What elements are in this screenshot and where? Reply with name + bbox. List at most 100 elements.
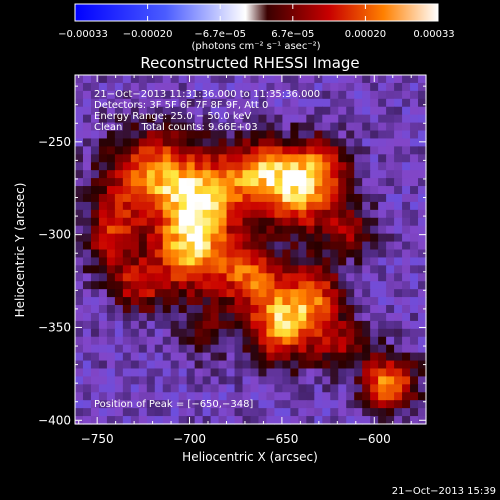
heatmap-pixel xyxy=(138,400,148,409)
heatmap-pixel xyxy=(282,281,291,290)
heatmap-pixel xyxy=(75,225,84,235)
heatmap-pixel xyxy=(130,201,140,211)
heatmap-pixel xyxy=(178,416,188,425)
heatmap-pixel xyxy=(226,289,236,298)
heatmap-pixel xyxy=(402,305,411,314)
heatmap-pixel xyxy=(210,265,220,274)
heatmap-pixel xyxy=(162,297,172,306)
heatmap-pixel xyxy=(114,130,124,140)
heatmap-pixel xyxy=(146,265,156,274)
heatmap-pixel xyxy=(402,328,411,338)
heatmap-pixel xyxy=(146,146,156,155)
heatmap-pixel xyxy=(314,193,323,203)
heatmap-pixel xyxy=(394,336,403,346)
heatmap-pixel xyxy=(90,392,100,401)
heatmap-pixel xyxy=(138,281,148,290)
heatmap-pixel xyxy=(82,320,92,330)
heatmap-pixel xyxy=(154,170,164,179)
heatmap-pixel xyxy=(386,392,395,401)
heatmap-pixel xyxy=(362,273,371,282)
heatmap-pixel xyxy=(250,178,260,187)
heatmap-pixel xyxy=(178,98,188,108)
heatmap-pixel xyxy=(194,376,204,385)
heatmap-pixel xyxy=(146,344,156,354)
heatmap-pixel xyxy=(242,344,252,354)
heatmap-pixel xyxy=(402,98,411,108)
heatmap-pixel xyxy=(274,408,284,417)
heatmap-pixel xyxy=(114,360,124,370)
heatmap-pixel xyxy=(146,82,156,92)
colorbar-units: (photons cm⁻² s⁻¹ asec⁻²) xyxy=(191,41,320,52)
heatmap-pixel xyxy=(122,178,132,187)
heatmap-pixel xyxy=(410,257,419,266)
heatmap-pixel xyxy=(378,146,387,155)
heatmap-pixel xyxy=(122,265,132,274)
heatmap-pixel xyxy=(298,336,307,346)
heatmap-pixel xyxy=(162,201,172,211)
heatmap-pixel xyxy=(170,75,180,84)
heatmap-pixel xyxy=(194,217,204,227)
heatmap-pixel xyxy=(218,320,228,330)
heatmap-pixel xyxy=(106,106,116,116)
heatmap-pixel xyxy=(282,193,291,203)
heatmap-pixel xyxy=(186,416,196,425)
heatmap-pixel xyxy=(154,114,164,124)
heatmap-pixel xyxy=(418,249,427,259)
heatmap-pixel xyxy=(194,305,204,314)
heatmap-pixel xyxy=(90,82,100,92)
heatmap-pixel xyxy=(314,305,323,314)
heatmap-pixel xyxy=(178,233,188,243)
heatmap-pixel xyxy=(274,376,284,385)
heatmap-pixel xyxy=(386,368,395,378)
heatmap-pixel xyxy=(410,209,419,219)
heatmap-pixel xyxy=(122,201,132,211)
heatmap-pixel xyxy=(362,297,371,306)
heatmap-pixel xyxy=(178,376,188,385)
heatmap-pixel xyxy=(274,352,284,362)
heatmap-pixel xyxy=(218,384,228,393)
heatmap-pixel xyxy=(186,217,196,227)
heatmap-pixel xyxy=(354,138,363,147)
heatmap-pixel xyxy=(250,273,260,282)
heatmap-pixel xyxy=(362,289,371,298)
heatmap-pixel xyxy=(370,90,379,100)
heatmap-pixel xyxy=(82,170,92,179)
heatmap-pixel xyxy=(218,217,228,227)
heatmap-pixel xyxy=(122,336,132,346)
heatmap-pixel xyxy=(194,336,204,346)
heatmap-pixel xyxy=(202,75,212,84)
heatmap-pixel xyxy=(338,368,347,378)
heatmap-pixel xyxy=(178,249,188,259)
heatmap-pixel xyxy=(138,352,148,362)
heatmap-pixel xyxy=(138,360,148,370)
heatmap-pixel xyxy=(178,312,188,322)
heatmap-pixel xyxy=(314,209,323,219)
heatmap-pixel xyxy=(258,209,268,219)
heatmap-pixel xyxy=(114,312,124,322)
heatmap-pixel xyxy=(386,75,395,84)
heatmap-pixel xyxy=(186,352,196,362)
heatmap-pixel xyxy=(354,289,363,298)
heatmap-pixel xyxy=(186,273,196,282)
heatmap-pixel xyxy=(242,289,252,298)
heatmap-pixel xyxy=(266,90,276,100)
heatmap-pixel xyxy=(130,130,140,140)
heatmap-pixel xyxy=(202,130,212,140)
heatmap-pixel xyxy=(146,225,156,235)
heatmap-pixel xyxy=(338,138,347,147)
heatmap-pixel xyxy=(346,122,355,132)
heatmap-pixel xyxy=(186,201,196,211)
heatmap-pixel xyxy=(226,162,236,171)
heatmap-pixel xyxy=(298,376,307,385)
heatmap-pixel xyxy=(90,122,100,132)
heatmap-pixel xyxy=(346,186,355,195)
heatmap-pixel xyxy=(186,257,196,266)
heatmap-pixel xyxy=(122,273,132,282)
heatmap-pixel xyxy=(154,416,164,425)
heatmap-pixel xyxy=(250,376,260,385)
heatmap-pixel xyxy=(194,360,204,370)
heatmap-pixel xyxy=(75,90,84,100)
heatmap-pixel xyxy=(330,75,339,84)
heatmap-pixel xyxy=(258,273,268,282)
heatmap-pixel xyxy=(194,130,204,140)
